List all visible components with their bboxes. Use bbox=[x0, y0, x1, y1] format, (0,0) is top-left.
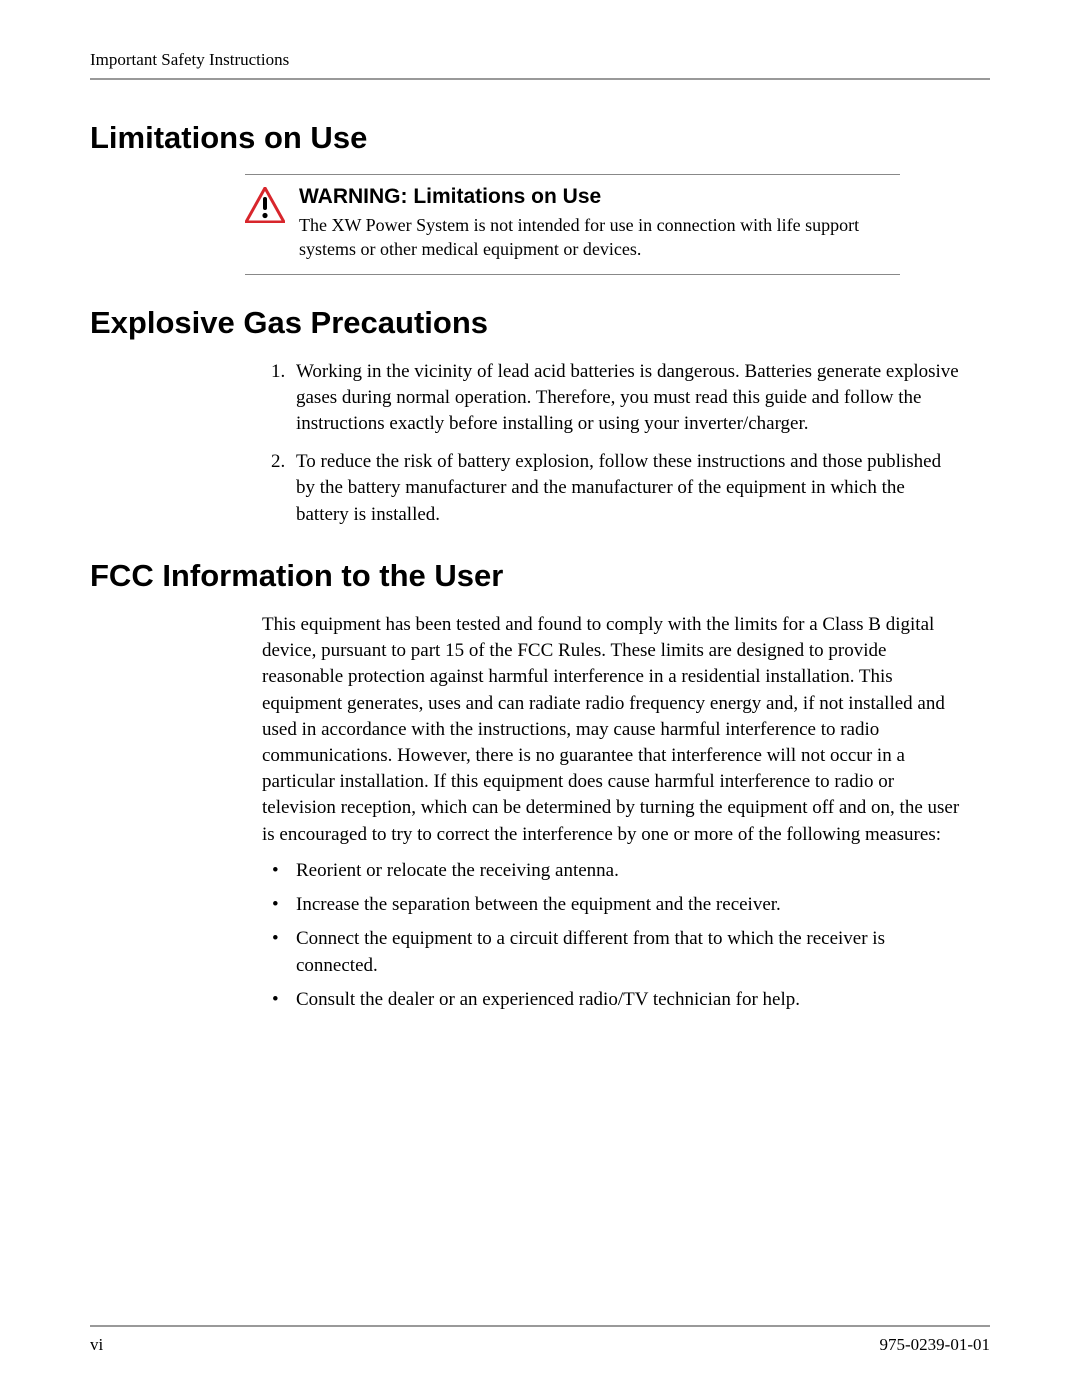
list-item: Reorient or relocate the receiving anten… bbox=[290, 858, 960, 884]
section-title-explosive: Explosive Gas Precautions bbox=[90, 305, 990, 341]
footer-row: vi 975-0239-01-01 bbox=[90, 1335, 990, 1355]
warning-icon bbox=[245, 187, 285, 228]
page-number: vi bbox=[90, 1335, 103, 1355]
running-head: Important Safety Instructions bbox=[90, 50, 990, 80]
list-item: Connect the equipment to a circuit diffe… bbox=[290, 926, 960, 978]
fcc-paragraph: This equipment has been tested and found… bbox=[262, 612, 960, 848]
document-page: Important Safety Instructions Limitation… bbox=[0, 0, 1080, 1397]
explosive-list: Working in the vicinity of lead acid bat… bbox=[262, 359, 960, 528]
warning-body: The XW Power System is not intended for … bbox=[299, 213, 900, 262]
warning-box: WARNING: Limitations on Use The XW Power… bbox=[245, 174, 900, 275]
list-item: To reduce the risk of battery explosion,… bbox=[290, 449, 960, 528]
doc-number: 975-0239-01-01 bbox=[880, 1335, 990, 1355]
header-rule bbox=[90, 78, 990, 80]
footer-rule bbox=[90, 1325, 990, 1327]
warning-text: WARNING: Limitations on Use The XW Power… bbox=[299, 185, 900, 262]
section-title-fcc: FCC Information to the User bbox=[90, 558, 990, 594]
running-head-text: Important Safety Instructions bbox=[90, 50, 990, 76]
warning-heading: WARNING: Limitations on Use bbox=[299, 185, 900, 209]
fcc-bullets: Reorient or relocate the receiving anten… bbox=[262, 858, 960, 1013]
list-item: Consult the dealer or an experienced rad… bbox=[290, 987, 960, 1013]
list-item: Increase the separation between the equi… bbox=[290, 892, 960, 918]
section-title-limitations: Limitations on Use bbox=[90, 120, 990, 156]
page-footer: vi 975-0239-01-01 bbox=[90, 1325, 990, 1355]
list-item: Working in the vicinity of lead acid bat… bbox=[290, 359, 960, 438]
